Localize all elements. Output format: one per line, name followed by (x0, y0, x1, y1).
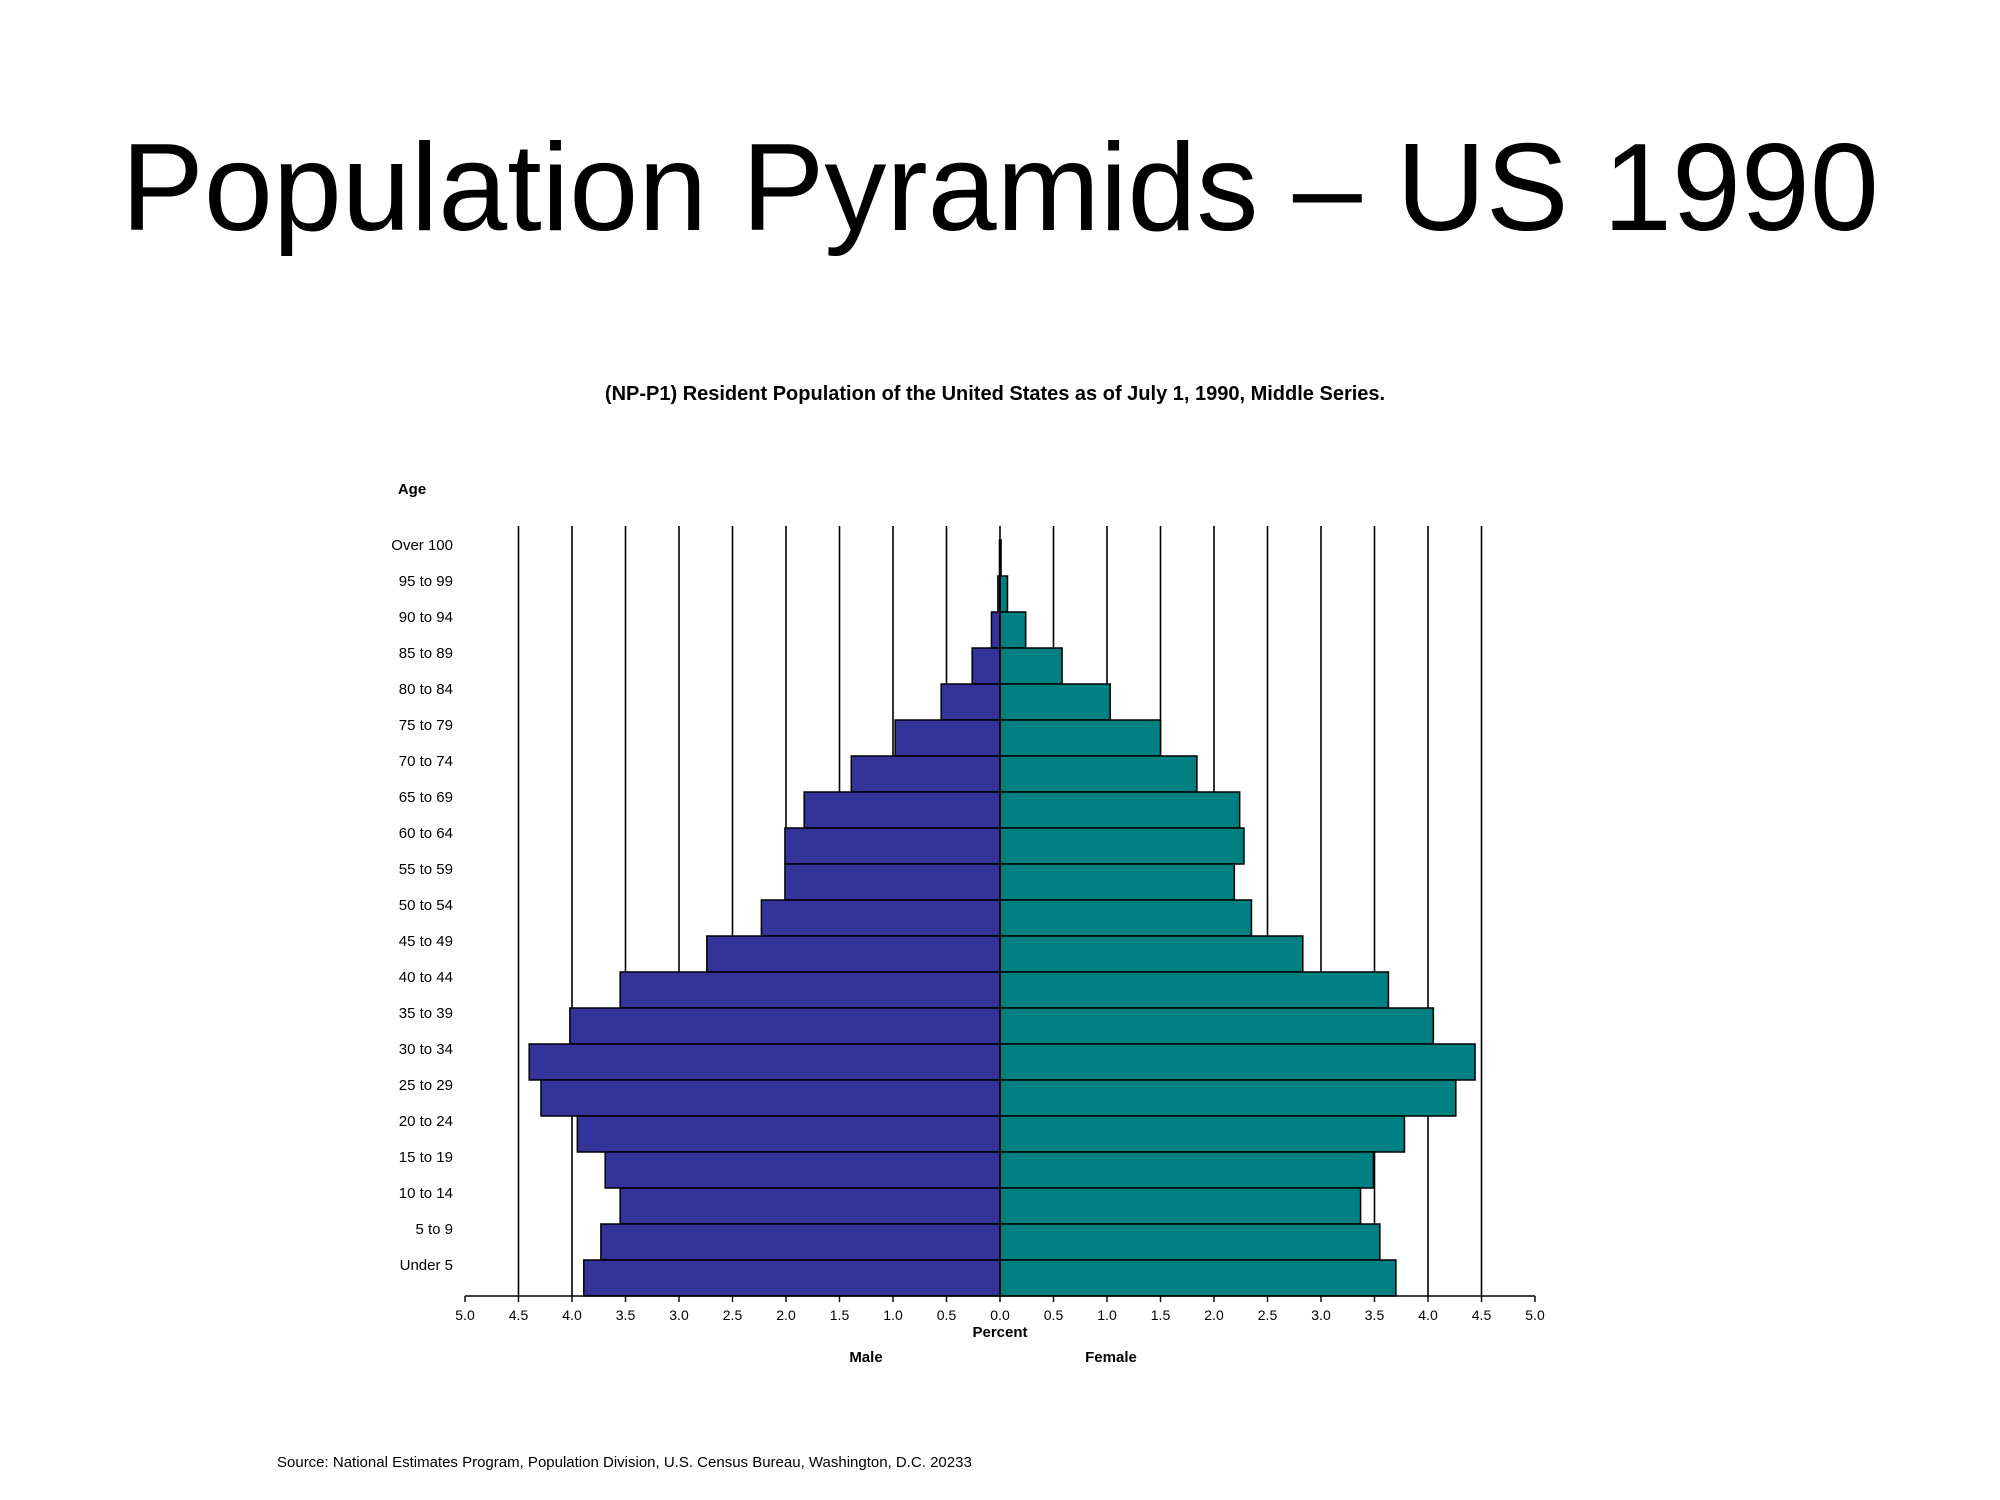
age-category-label: 30 to 34 (399, 1041, 453, 1058)
bar-male (990, 611, 1001, 649)
bar-female (999, 1079, 1457, 1117)
male-label: Male (849, 1349, 882, 1366)
bar-female (999, 611, 1027, 649)
source-note: Source: National Estimates Program, Popu… (277, 1454, 972, 1471)
x-tick-label: 4.5 (509, 1307, 529, 1323)
bar-female (999, 899, 1253, 937)
slide-title: Population Pyramids – US 1990 (121, 119, 1879, 257)
age-category-labels: Over 100 95 to 99 90 to 94 85 to 89 80 to 84… (391, 537, 453, 1274)
x-tick-label: 3.5 (1365, 1307, 1385, 1323)
x-tick-label: 5.0 (1525, 1307, 1545, 1323)
bar-male (803, 791, 1001, 829)
x-tick-label: 1.5 (830, 1307, 850, 1323)
bar-female (999, 1115, 1406, 1153)
bar-male (540, 1079, 1001, 1117)
y-axis-label: Age (398, 481, 426, 498)
age-category-label: 25 to 29 (399, 1077, 453, 1094)
bar-female (999, 683, 1111, 721)
age-category-label: 90 to 94 (399, 609, 453, 626)
x-tick-label: 2.0 (1204, 1307, 1224, 1323)
x-tick-label: 0.5 (937, 1307, 957, 1323)
bar-female (999, 1007, 1435, 1045)
female-label: Female (1085, 1349, 1137, 1366)
bar-female (999, 791, 1241, 829)
x-tick-label: 2.5 (723, 1307, 743, 1323)
x-axis-label: Percent (972, 1324, 1027, 1341)
age-category-label: 45 to 49 (399, 933, 453, 950)
x-tick-label: 5.0 (455, 1307, 475, 1323)
bar-male (576, 1115, 1001, 1153)
bar-male (940, 683, 1001, 721)
age-category-label: 60 to 64 (399, 825, 453, 842)
x-tick-label: 0.0 (990, 1307, 1010, 1323)
x-tick-label: 4.0 (1418, 1307, 1438, 1323)
x-tick-label: 3.0 (669, 1307, 689, 1323)
bar-male (528, 1043, 1001, 1081)
x-axis: 5.0 4.5 4.0 3.5 3.0 2.5 2.0 1.5 1.0 0.5 0.0 0.5 1.0 1… (455, 1295, 1545, 1323)
x-tick-label: 1.0 (883, 1307, 903, 1323)
age-category-label: 55 to 59 (399, 861, 453, 878)
x-tick-label: 3.0 (1311, 1307, 1331, 1323)
bar-male (604, 1151, 1001, 1189)
bar-male (619, 1187, 1001, 1225)
age-category-label: Over 100 (391, 537, 453, 554)
bar-male (850, 755, 1001, 793)
bar-female (999, 1187, 1362, 1225)
bar-male (760, 899, 1001, 937)
age-category-label: 50 to 54 (399, 897, 453, 914)
age-category-label: 40 to 44 (399, 969, 453, 986)
x-tick-label: 2.0 (776, 1307, 796, 1323)
age-category-label: 10 to 14 (399, 1185, 453, 1202)
bar-female (999, 935, 1304, 973)
x-tick-label: 1.0 (1097, 1307, 1117, 1323)
bar-male (971, 647, 1001, 685)
bar-male (894, 719, 1001, 757)
age-category-label: 85 to 89 (399, 645, 453, 662)
bar-female (999, 1259, 1397, 1297)
x-tick-label: 4.0 (562, 1307, 582, 1323)
age-category-label: 95 to 99 (399, 573, 453, 590)
x-tick-label: 4.5 (1472, 1307, 1492, 1323)
male-bars (528, 539, 1001, 1297)
x-tick-label: 0.5 (1044, 1307, 1064, 1323)
age-category-label: 75 to 79 (399, 717, 453, 734)
bar-female (999, 971, 1390, 1009)
age-category-label: 80 to 84 (399, 681, 453, 698)
bar-female (999, 863, 1236, 901)
bar-female (999, 755, 1198, 793)
bar-male (600, 1223, 1001, 1261)
chart-title: (NP-P1) Resident Population of the Unite… (605, 383, 1385, 405)
x-tick-label: 3.5 (616, 1307, 636, 1323)
bar-female (999, 1151, 1375, 1189)
age-category-label: 35 to 39 (399, 1005, 453, 1022)
age-category-label: 15 to 19 (399, 1149, 453, 1166)
age-category-label: 70 to 74 (399, 753, 453, 770)
bar-male (583, 1259, 1001, 1297)
bar-female (999, 1223, 1381, 1261)
bar-male (569, 1007, 1001, 1045)
bar-female (999, 647, 1063, 685)
bar-male (784, 827, 1001, 865)
age-category-label: 5 to 9 (415, 1221, 453, 1238)
bar-female (999, 719, 1162, 757)
bar-female (999, 1043, 1476, 1081)
x-tick-label: 2.5 (1258, 1307, 1278, 1323)
bar-female (999, 575, 1009, 613)
bar-male (706, 935, 1001, 973)
bar-male (619, 971, 1001, 1009)
age-category-label: Under 5 (400, 1257, 453, 1274)
female-bars (999, 526, 1476, 1297)
bar-male (784, 863, 1001, 901)
x-tick-label: 1.5 (1151, 1307, 1171, 1323)
age-category-label: 20 to 24 (399, 1113, 453, 1130)
age-category-label: 65 to 69 (399, 789, 453, 806)
bar-female (999, 827, 1245, 865)
